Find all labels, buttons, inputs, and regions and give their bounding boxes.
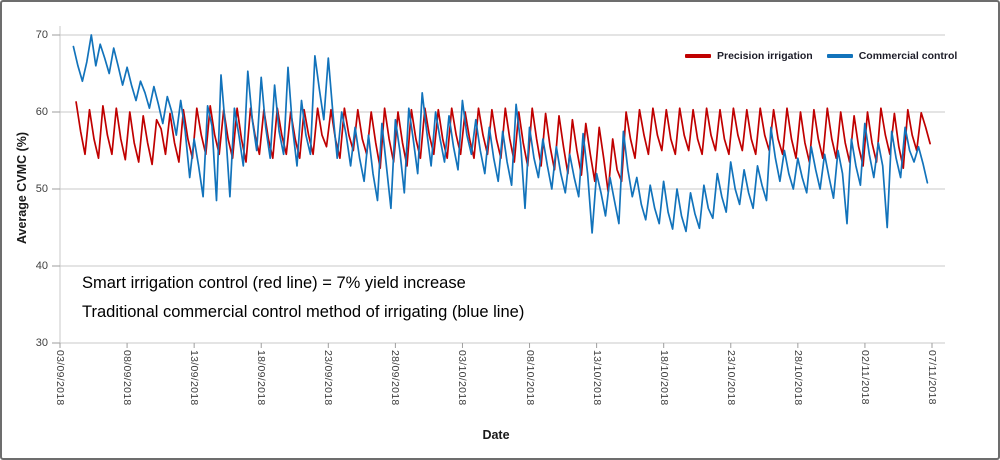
x-tick-label: 03/10/2018	[456, 350, 469, 406]
x-tick-label: 03/09/2018	[54, 350, 66, 406]
legend: Precision irrigation Commercial control	[685, 50, 957, 62]
x-tick-label: 28/10/2018	[791, 350, 804, 406]
x-tick-label: 07/11/2018	[926, 350, 938, 405]
x-tick-label: 08/09/2018	[121, 350, 134, 406]
legend-label-precision-irrigation: Precision irrigation	[717, 50, 813, 62]
y-tick-label: 70	[35, 29, 48, 41]
x-tick-label: 18/10/2018	[657, 350, 670, 406]
x-tick-label: 23/10/2018	[724, 350, 737, 406]
x-tick-label: 23/09/2018	[322, 350, 335, 406]
y-axis-title: Average CVMC (%)	[15, 131, 29, 245]
annotation: Smart irrigation control (red line) = 7%…	[82, 269, 524, 327]
x-tick-label: 18/09/2018	[255, 350, 268, 406]
legend-label-commercial-control: Commercial control	[858, 50, 958, 62]
x-axis-title: Date	[482, 428, 510, 442]
series-line-commercial-control	[72, 34, 929, 234]
legend-swatch-commercial-control	[826, 54, 853, 58]
y-tick-label: 50	[35, 183, 48, 195]
x-tick-label: 13/10/2018	[590, 350, 603, 406]
x-tick-label: 08/10/2018	[523, 350, 536, 406]
legend-swatch-precision-irrigation	[685, 54, 711, 58]
annotation-line-2: Traditional commercial control method of…	[82, 303, 525, 321]
y-tick-label: 40	[35, 260, 48, 272]
y-tick-label: 30	[35, 337, 48, 349]
legend-item-commercial-control: Commercial control	[826, 50, 958, 62]
x-tick-label: 13/09/2018	[188, 350, 201, 406]
x-tick-label: 02/11/2018	[858, 350, 871, 405]
annotation-line-1: Smart irrigation control (red line) = 7%…	[82, 274, 466, 292]
y-tick-label: 60	[35, 106, 48, 118]
x-tick-label: 28/09/2018	[389, 350, 402, 406]
legend-item-precision-irrigation: Precision irrigation	[685, 50, 813, 62]
